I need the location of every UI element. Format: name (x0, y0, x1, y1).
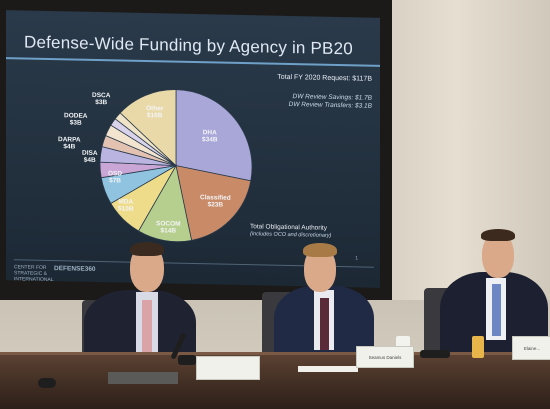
slice-label-mda-value: $10B (118, 205, 134, 214)
slice-label-darpa-value: $4B (63, 143, 76, 152)
laptop-on-table (108, 372, 178, 384)
slice-label-dodea: DODEA $3B (64, 112, 87, 127)
slice-label-disa-value: $4B (83, 157, 96, 165)
pie-slice-classified (175, 165, 252, 241)
slice-label-classified-value: $23B (207, 201, 224, 210)
slice-label-osd-value: $7B (109, 177, 122, 185)
microphone-right-base (420, 350, 450, 358)
slice-label-dha: DHA $34B (202, 129, 218, 144)
projected-slide: Defense-Wide Funding by Agency in PB20 T… (6, 10, 380, 288)
nameplate-right: Elaine... (512, 336, 550, 360)
microphone-left-base (178, 355, 196, 365)
papers (298, 366, 358, 372)
slice-label-osd: OSD $7B (108, 170, 122, 185)
juice-cup (472, 336, 484, 358)
speaker-left-hair (130, 242, 164, 256)
slice-label-darpa: DARPA $4B (58, 136, 81, 151)
slice-label-classified: Classified $23B (200, 194, 231, 210)
slice-label-other-value: $16B (146, 112, 163, 120)
projection-screen-frame: Defense-Wide Funding by Agency in PB20 T… (0, 0, 392, 300)
slice-label-socom: SOCOM $14B (156, 220, 181, 235)
toa-note: (includes OCO and discretionary) (250, 231, 332, 239)
slice-label-dodea-value: $3B (69, 119, 82, 128)
slice-label-dsca-value: $3B (95, 99, 108, 107)
slice-label-mda: MDA $10B (118, 198, 134, 213)
speaker-middle-hair (303, 243, 337, 257)
total-request-text: Total FY 2020 Request: $117B (277, 73, 372, 83)
speaker-right-tie (492, 284, 501, 336)
phone-on-table (38, 378, 56, 388)
conference-table (0, 355, 550, 409)
pie-slice-dha (175, 89, 253, 182)
speaker-middle-tie (320, 298, 329, 350)
pie-slice-other (119, 89, 177, 167)
slice-label-dsca: DSCA $3B (92, 92, 110, 107)
speaker-left-tie (142, 300, 152, 352)
slice-label-other: Other $16B (146, 105, 163, 120)
review-transfers-text: DW Review Transfers: $3.1B (288, 101, 372, 110)
nameplate-middle: Seamus Daniels (356, 346, 414, 368)
speaker-right-hair (481, 229, 515, 241)
slice-label-disa: DISA $4B (82, 150, 98, 165)
slide-page-number: 1 (355, 255, 358, 262)
slide-title: Defense-Wide Funding by Agency in PB20 (24, 32, 353, 59)
back-wall (392, 0, 550, 300)
slice-label-dha-value: $34B (202, 136, 218, 144)
slice-label-socom-value: $14B (160, 227, 177, 236)
pie-chart (99, 89, 253, 243)
defense360-logo: DEFENSE360 (54, 265, 96, 273)
nameplate-left (196, 356, 260, 380)
csis-logo-text: CENTER FOR STRATEGIC & INTERNATIONAL STU… (14, 264, 54, 288)
